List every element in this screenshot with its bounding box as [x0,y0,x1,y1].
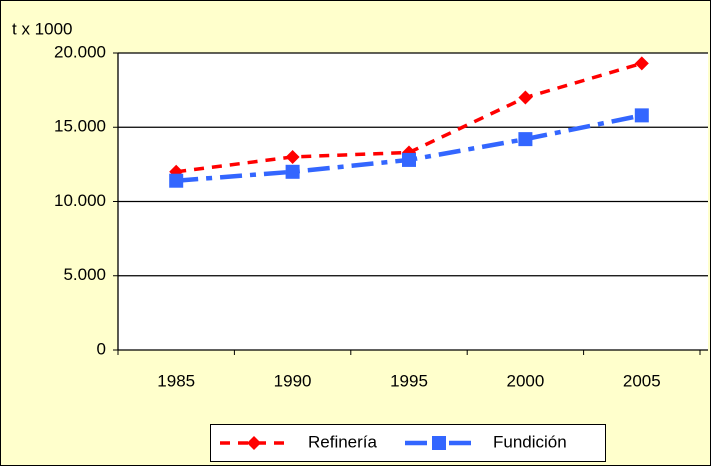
data-point [634,108,649,123]
x-tick-label: 2000 [506,371,544,390]
data-point [285,164,300,179]
legend-marker [432,436,446,450]
data-point [518,90,533,105]
series-line [175,61,643,174]
x-tick-label: 2005 [623,371,661,390]
y-tick-label: 0 [97,339,106,358]
x-tick-label: 1985 [157,371,195,390]
data-point [402,152,416,167]
legend-marker [247,436,261,450]
y-tick-label: 15.000 [54,117,106,136]
y-tick-label: 10.000 [54,191,106,210]
data-point [518,132,533,147]
x-tick-label: 1990 [274,371,312,390]
data-point [634,56,649,71]
y-axis-label: t x 1000 [12,19,73,38]
y-tick-label: 5.000 [63,265,106,284]
x-tick-label: 1995 [390,371,428,390]
legend-label: Fundición [493,432,567,451]
legend-label: Refinería [308,432,378,451]
y-tick-label: 20.000 [54,42,106,61]
data-point [285,149,300,164]
data-point [169,173,184,188]
